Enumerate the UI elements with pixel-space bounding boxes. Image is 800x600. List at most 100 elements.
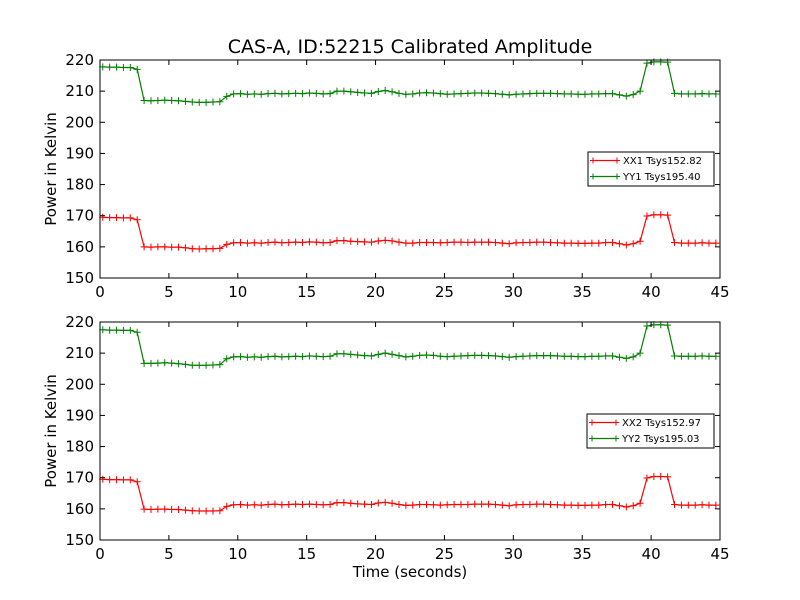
bottom-series-0-point	[202, 507, 210, 515]
bottom-series-0-point	[333, 499, 341, 507]
bottom-series-1-point	[478, 351, 486, 359]
top-panel-ticks: 0 5 10 15 20 25 30 35 40 45 150 160 170 180 190 200 210 2…	[65, 51, 729, 301]
top-series-1-point	[595, 90, 603, 98]
top-series-1-point	[464, 89, 472, 97]
top-series-1-point	[312, 89, 320, 97]
bottom-series-0-point	[602, 500, 610, 508]
bottom-series-1-point	[609, 352, 617, 360]
bottom-series-1-point	[319, 353, 327, 361]
bottom-series-0-point	[505, 502, 513, 510]
top-series-0-point	[161, 243, 169, 251]
bottom-y-tick-label: 200	[65, 375, 94, 393]
bottom-series-1-point	[340, 350, 348, 358]
top-series-1-point	[188, 98, 196, 106]
bottom-series-1-point	[464, 352, 472, 360]
bottom-series-1-point	[257, 353, 265, 361]
top-x-tick-label: 5	[164, 283, 174, 301]
bottom-series-1-point	[402, 353, 410, 361]
bottom-series-0-point	[126, 476, 134, 484]
top-series-0-point	[498, 239, 506, 247]
top-series-1-point	[698, 90, 706, 98]
top-series-1-point	[333, 87, 341, 95]
top-series-0-point	[581, 239, 589, 247]
top-series-0-point	[181, 244, 189, 252]
bottom-series-0-point	[498, 501, 506, 509]
top-series-1-point	[588, 90, 596, 98]
top-series-1-point	[347, 88, 355, 96]
top-series-0-point	[698, 239, 706, 247]
top-legend-marker	[614, 157, 620, 164]
top-series-0-point	[609, 238, 617, 246]
top-series-1-point	[381, 87, 389, 95]
bottom-series-1-point	[154, 359, 162, 367]
bottom-legend-marker	[613, 435, 619, 442]
bottom-series-1-point	[505, 353, 513, 361]
top-series-0-point	[402, 239, 410, 247]
bottom-series-0-point	[133, 478, 141, 486]
top-series-0-point	[677, 239, 685, 247]
bottom-series-1-point	[161, 359, 169, 367]
top-series-1-point	[526, 90, 534, 98]
bottom-series-0-point	[340, 499, 348, 507]
top-x-tick-label: 0	[95, 283, 105, 301]
top-series-1-point	[471, 89, 479, 97]
bottom-series-1-point	[216, 361, 224, 369]
top-series-1-point	[409, 90, 417, 98]
bottom-series-0-point	[629, 502, 637, 510]
top-series-0-point	[615, 240, 623, 248]
top-series-0-point	[243, 239, 251, 247]
top-x-tick-label: 45	[710, 283, 729, 301]
bottom-series-0-point	[354, 500, 362, 508]
top-panel-marks	[99, 58, 720, 253]
top-legend-marker	[590, 173, 596, 180]
bottom-series-0-point	[436, 501, 444, 509]
bottom-x-tick-label: 15	[297, 545, 316, 563]
bottom-series-0-point	[175, 505, 183, 513]
bottom-series-0-point	[664, 473, 672, 481]
top-series-0-point	[478, 238, 486, 246]
top-series-0-point	[657, 211, 665, 219]
top-series-0-point	[505, 240, 513, 248]
top-series-0-point	[457, 238, 465, 246]
bottom-series-1-point	[423, 351, 431, 359]
top-series-0-point	[684, 239, 692, 247]
top-series-1-point	[636, 87, 644, 95]
top-series-1-point	[271, 89, 279, 97]
bottom-series-1-point	[553, 352, 561, 360]
bottom-series-0-point	[250, 501, 258, 509]
top-series-1-point	[443, 90, 451, 98]
top-series-1-point	[615, 91, 623, 99]
top-series-0-point	[361, 238, 369, 246]
bottom-series-0-point	[147, 505, 155, 513]
top-series-0-point	[195, 245, 203, 253]
top-series-0-point	[540, 238, 548, 246]
bottom-series-1-point	[305, 352, 313, 360]
bottom-series-1-point	[622, 354, 630, 362]
top-series-0-point	[664, 211, 672, 219]
top-series-0-point	[533, 238, 541, 246]
top-series-1-point	[181, 97, 189, 105]
bottom-series-0-point	[636, 499, 644, 507]
bottom-series-0-point	[230, 501, 238, 509]
top-series-1-point	[140, 96, 148, 104]
top-series-0-point	[588, 239, 596, 247]
top-series-0-point	[347, 237, 355, 245]
top-series-1-point	[388, 88, 396, 96]
bottom-x-tick-label: 20	[366, 545, 385, 563]
bottom-y-tick-label: 220	[65, 313, 94, 331]
bottom-series-0-point	[657, 472, 665, 480]
top-series-1-point	[154, 96, 162, 104]
bottom-x-tick-label: 30	[504, 545, 523, 563]
top-x-tick-label: 30	[504, 283, 523, 301]
bottom-series-1-point	[395, 352, 403, 360]
bottom-series-1-point	[250, 353, 258, 361]
bottom-panel-ticks: 0 5 10 15 20 25 30 35 40 45 150 160 170 180 190 200 210 2…	[65, 313, 729, 563]
top-series-1-point	[202, 98, 210, 106]
top-y-tick-label: 180	[65, 176, 94, 194]
top-series-0-point	[119, 214, 127, 222]
bottom-series-0-point	[285, 500, 293, 508]
top-series-1-point	[354, 88, 362, 96]
bottom-series-0-point	[388, 499, 396, 507]
top-series-0-point	[416, 238, 424, 246]
top-series-1-point	[677, 90, 685, 98]
